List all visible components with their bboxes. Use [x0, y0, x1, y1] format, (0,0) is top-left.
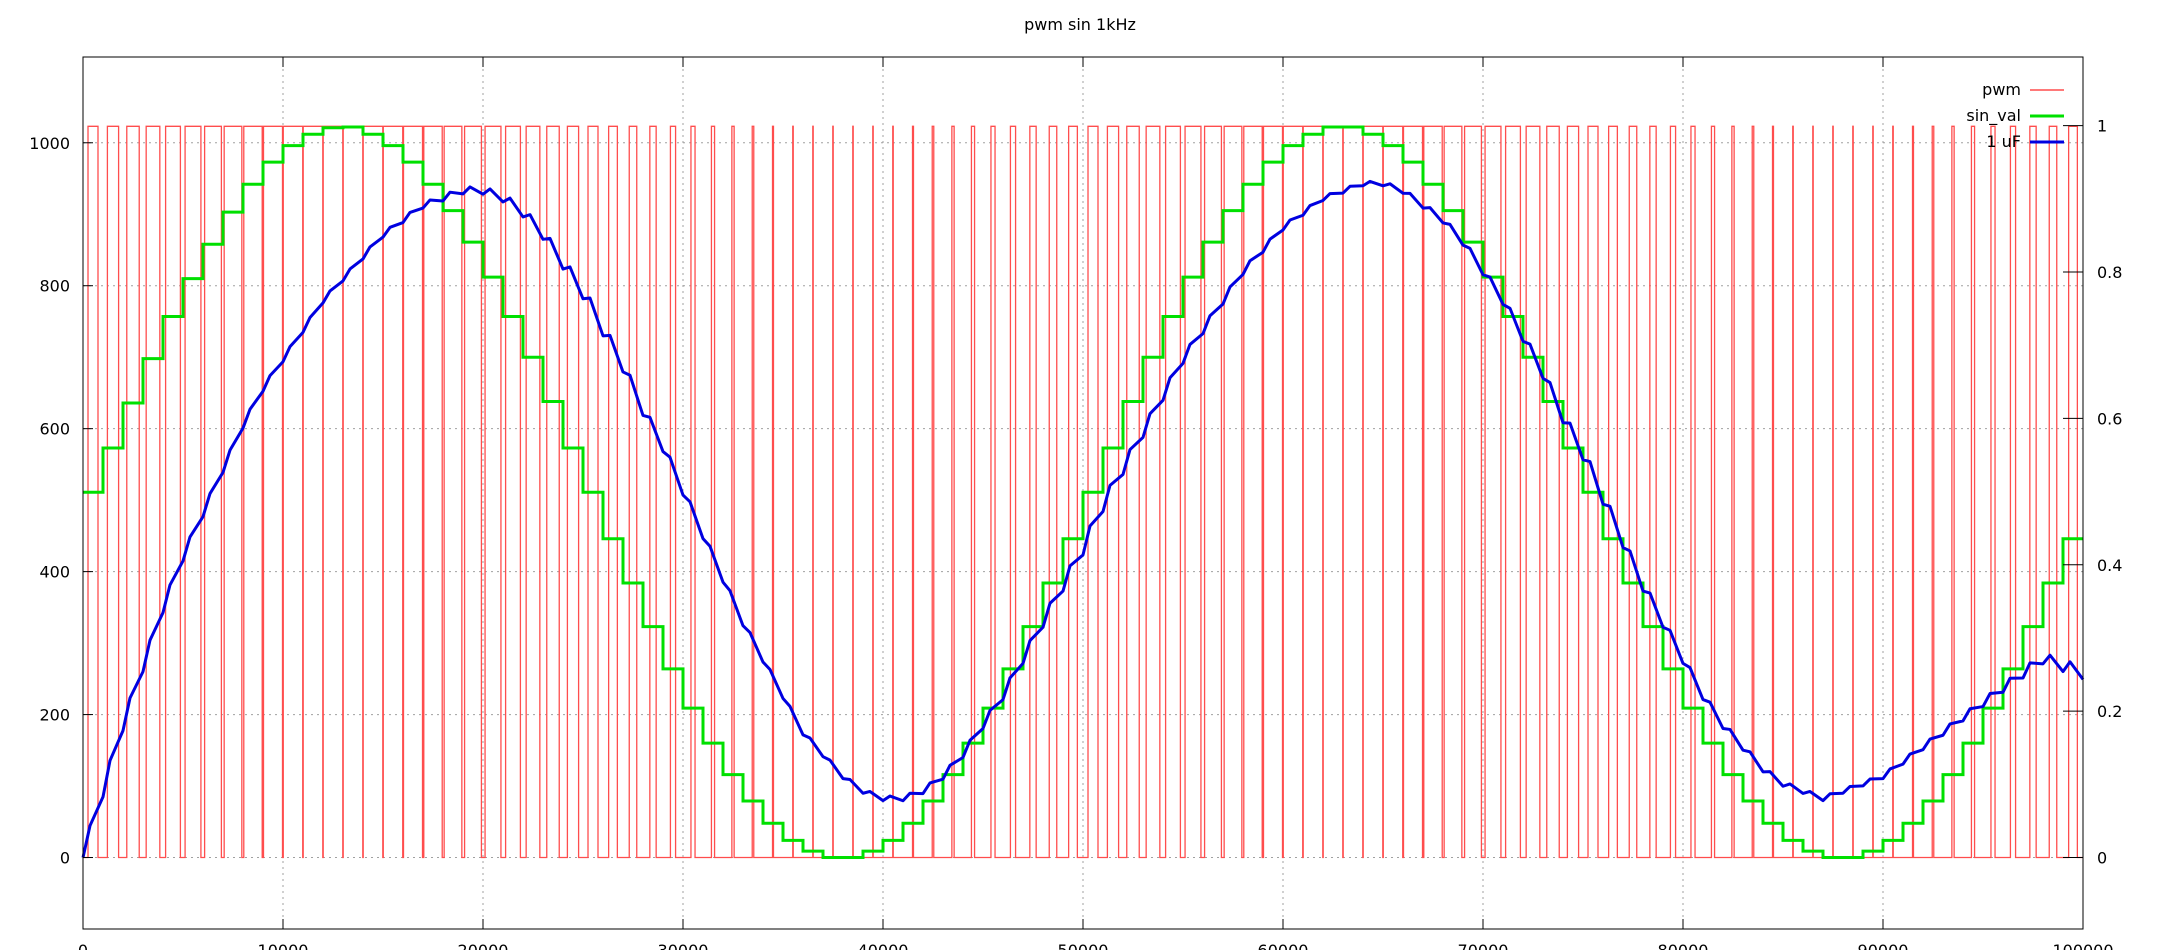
y2-tick-label: 1	[2097, 117, 2107, 136]
x-tick-label: 80000	[1658, 941, 1709, 950]
legend: pwm sin_val 1 uF	[1966, 80, 2064, 151]
y2-tick-label: 0.6	[2097, 409, 2122, 428]
pwm-series	[83, 125, 2083, 859]
y-tick-label: 400	[39, 563, 70, 582]
x-tick-label: 40000	[858, 941, 909, 950]
legend-label-pwm: pwm	[1982, 80, 2021, 99]
legend-label-sin-val: sin_val	[1966, 106, 2021, 126]
y-tick-label: 1000	[29, 134, 70, 153]
y-tick-label: 800	[39, 277, 70, 296]
chart-title: pwm sin 1kHz	[1024, 15, 1136, 34]
y-tick-label: 0	[60, 849, 70, 868]
x-tick-label: 70000	[1458, 941, 1509, 950]
axes: 0100002000030000400005000060000700008000…	[29, 57, 2122, 950]
pwm-line	[83, 125, 2083, 859]
y2-tick-label: 0.8	[2097, 263, 2122, 282]
x-tick-label: 90000	[1858, 941, 1909, 950]
y2-tick-label: 0	[2097, 849, 2107, 868]
y-tick-label: 600	[39, 420, 70, 439]
y-tick-label: 200	[39, 706, 70, 725]
x-tick-label: 50000	[1058, 941, 1109, 950]
x-tick-label: 0	[78, 941, 88, 950]
sin-val-series	[83, 125, 2083, 860]
legend-label-1uf: 1 uF	[1986, 132, 2021, 151]
y2-tick-label: 0.2	[2097, 702, 2122, 721]
capacitor-line	[81, 179, 2085, 858]
sin-val-line	[83, 125, 2083, 860]
x-tick-label: 60000	[1258, 941, 1309, 950]
y2-tick-label: 0.4	[2097, 556, 2122, 575]
x-tick-label: 30000	[658, 941, 709, 950]
capacitor-series	[81, 179, 2085, 858]
x-tick-label: 20000	[458, 941, 509, 950]
